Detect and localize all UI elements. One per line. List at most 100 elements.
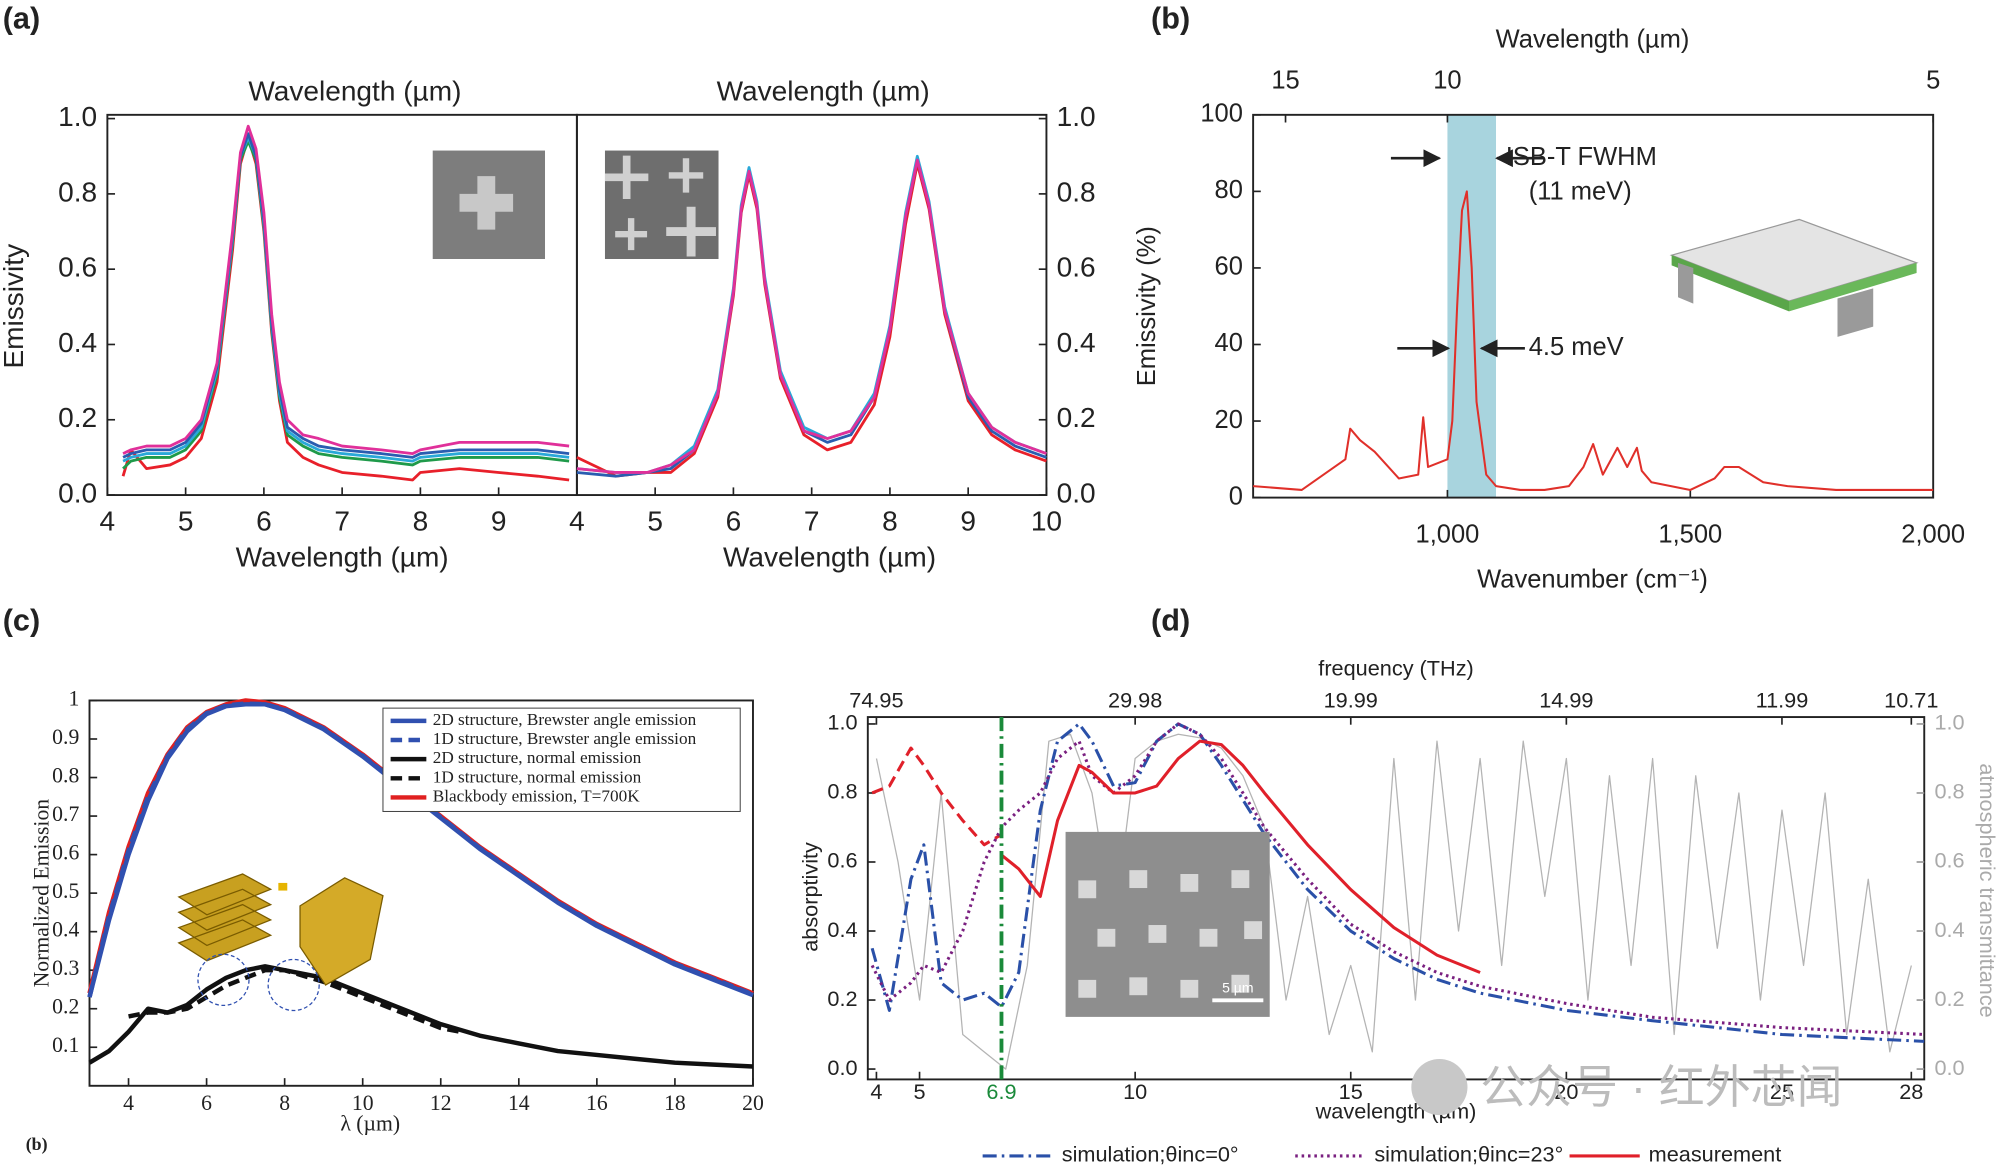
x-tick-label: 2,000 xyxy=(1901,521,1965,549)
series-line xyxy=(128,967,461,1035)
panel: 4 6 8 10 12 14 16 18 20 0.1 0.2 0.3 0.4 0.5 0.6 0.7 0.8 0… xyxy=(26,686,764,1154)
legend-label: simulation;θinc=23° xyxy=(1374,1142,1563,1167)
y-tick-label: 0.2 xyxy=(52,995,79,1019)
y-tick-label: 80 xyxy=(1215,176,1243,204)
y-tick-label: 1.0 xyxy=(827,710,857,735)
legend-box xyxy=(382,707,741,812)
legend-label: 1D structure, Brewster angle emission xyxy=(433,729,697,748)
y2-tick-label: 0.2 xyxy=(1934,986,1964,1011)
y-tick-label: 0.4 xyxy=(827,917,857,942)
y-axis-title: Emissivity (%) xyxy=(1133,226,1161,386)
y-tick-label: 100 xyxy=(1200,100,1243,128)
y2-tick-label: 0.0 xyxy=(1934,1055,1964,1080)
annotation: (11 meV) xyxy=(1529,177,1632,205)
x-tick-label: 10 xyxy=(352,1091,374,1115)
y-tick-label: 0.3 xyxy=(52,956,79,980)
pyramid-drawing xyxy=(299,877,384,986)
x-tick-label: 5 xyxy=(178,506,194,537)
x-tick-label: 6 xyxy=(201,1091,212,1115)
x-tick-label: 4 xyxy=(123,1091,134,1115)
x-tick-label: 15 xyxy=(1339,1079,1363,1104)
y-tick-label: 0.2 xyxy=(1057,402,1096,433)
y-tick-label: 0.0 xyxy=(58,477,97,508)
y-tick-label: 0.4 xyxy=(1057,327,1096,358)
x-axis-title: Wavelength (µm) xyxy=(723,541,936,572)
x2-tick-label: 14.99 xyxy=(1539,687,1593,712)
y2-tick-label: 0.8 xyxy=(1934,779,1964,804)
series-line xyxy=(870,722,1925,1037)
series-line xyxy=(122,124,570,455)
watermark: 公众号 · 红外芯闻 xyxy=(1480,1061,1842,1113)
y-tick-label: 1.0 xyxy=(1057,101,1096,132)
plot-frame xyxy=(866,716,1926,1081)
y-tick-label: 40 xyxy=(1215,329,1243,357)
x-tick-label: 10 xyxy=(1031,506,1062,537)
panel: 4 5 6 7 8 9 100.0 0.2 0.4 0.6 0.8 1.0 Wavelength (µm… xyxy=(569,76,1096,573)
device-top xyxy=(1669,218,1919,302)
top-axis-title: Wavelength (µm) xyxy=(717,76,930,107)
cross-shape xyxy=(459,176,514,230)
y-tick-label: 0.5 xyxy=(52,879,79,903)
x-axis-title: Wavenumber (cm⁻¹) xyxy=(1477,565,1708,593)
legend-label: 2D structure, normal emission xyxy=(433,748,642,767)
legend-label: 2D structure, Brewster angle emission xyxy=(433,710,697,729)
y2-tick-label: 0.4 xyxy=(1934,917,1964,942)
x-tick-label: 5 xyxy=(647,506,663,537)
sem-inset xyxy=(604,150,719,260)
y-tick-label: 0.8 xyxy=(58,176,97,207)
x-tick-label: 20 xyxy=(742,1091,764,1115)
y-axis-title: Normalized Emission xyxy=(30,799,54,988)
y-tick-label: 1.0 xyxy=(58,101,97,132)
x-tick-label: 5 xyxy=(914,1079,926,1104)
y-tick-label: 0.1 xyxy=(52,1033,79,1057)
series-line xyxy=(870,722,1925,1043)
panel: 4 5 6.9 10 15 20 25 28 74.95 29.98 19.99 14.99 11.99… xyxy=(797,656,1999,1167)
fwhm-band xyxy=(1447,114,1497,498)
y-tick-label: 0 xyxy=(1229,482,1243,510)
x-tick-label: 7 xyxy=(334,506,350,537)
x2-tick-label: 10.71 xyxy=(1884,687,1938,712)
x-tick-label: 20 xyxy=(1554,1079,1578,1104)
x-tick-label: 12 xyxy=(430,1091,452,1115)
y-tick-label: 0.2 xyxy=(58,402,97,433)
y-tick-label: 60 xyxy=(1215,253,1243,281)
x-tick-label: 8 xyxy=(882,506,898,537)
top-axis-title: Wavelength (µm) xyxy=(1496,26,1690,54)
y-tick-label: 0.8 xyxy=(827,779,857,804)
angle-diagram xyxy=(267,958,320,1012)
x-tick-label: 1,500 xyxy=(1658,521,1722,549)
x-tick-label: 8 xyxy=(413,506,429,537)
panel-label: (b) xyxy=(1151,2,1190,36)
top-axis-title: Wavelength (µm) xyxy=(248,76,461,107)
cross-shape xyxy=(604,155,716,257)
y-tick-label: 1 xyxy=(68,686,79,710)
annotation: 4.5 meV xyxy=(1529,333,1624,361)
x-tick-label: 4 xyxy=(100,506,116,537)
plot-frame xyxy=(1252,113,1935,499)
y-tick-label: 0.9 xyxy=(52,725,79,749)
device-layer xyxy=(1671,255,1790,312)
series-line xyxy=(875,733,1912,1070)
y-tick-label: 20 xyxy=(1215,406,1243,434)
insets: 5 µm 公众号 · 红外芯闻 xyxy=(177,149,1919,1116)
panel-label: (a) xyxy=(3,2,40,36)
y-tick-label: 0.6 xyxy=(827,848,857,873)
y-tick-label: 0.2 xyxy=(827,986,857,1011)
angle-diagram xyxy=(197,953,250,1007)
panel-label: (d) xyxy=(1151,604,1190,638)
x2-tick-label: 19.99 xyxy=(1324,687,1378,712)
y2-axis-title: atmospheric transmittance xyxy=(1975,763,2000,1017)
y-axis-title: Emissivity xyxy=(0,244,29,369)
x-tick-label: 7 xyxy=(804,506,820,537)
y2-tick-label: 0.6 xyxy=(1934,848,1964,873)
x2-tick-label: 10 xyxy=(1433,66,1461,94)
grating-drawing xyxy=(177,873,273,962)
x-tick-label: 6.9 xyxy=(986,1079,1016,1104)
legend-label: Blackbody emission, T=700K xyxy=(433,786,640,805)
y-tick-label: 0.8 xyxy=(52,764,79,788)
x2-tick-label: 11.99 xyxy=(1756,687,1809,712)
y-tick-label: 0.8 xyxy=(1057,176,1096,207)
x2-tick-label: 5 xyxy=(1926,66,1940,94)
x-tick-label: 16 xyxy=(586,1091,608,1115)
